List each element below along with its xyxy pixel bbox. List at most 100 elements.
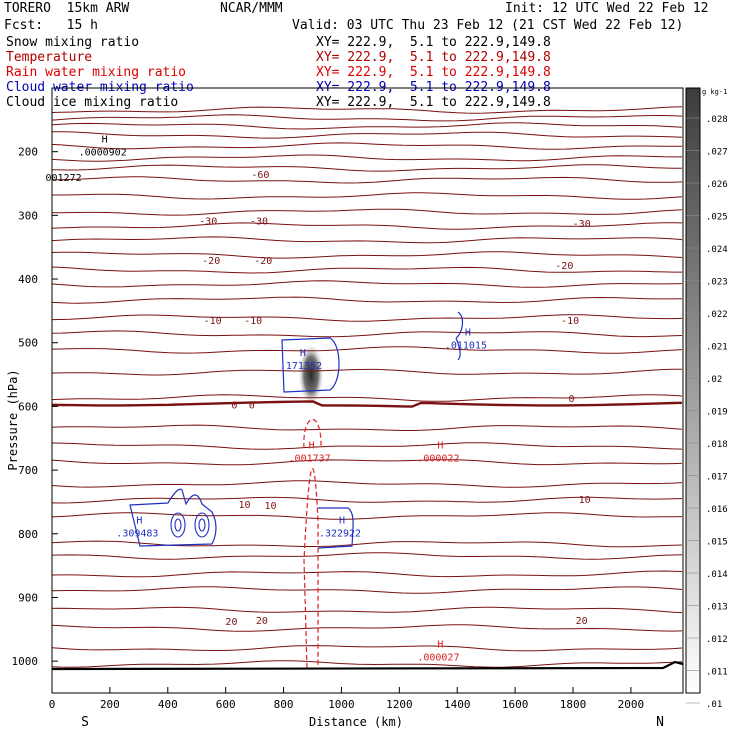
isotherm-value-label: -30 bbox=[199, 216, 217, 227]
x-tick-label: 0 bbox=[49, 698, 56, 711]
terrain-line bbox=[51, 660, 684, 671]
extremum-marker: H bbox=[102, 135, 108, 146]
valid-time: Valid: 03 UTC Thu 23 Feb 12 (21 CST Wed … bbox=[292, 18, 684, 33]
isotherm-line bbox=[51, 570, 683, 578]
cloud-water-contour bbox=[174, 518, 182, 532]
isotherm-line bbox=[51, 540, 683, 548]
x-tick-label: 1600 bbox=[502, 698, 529, 711]
colorbar: g kg-1 .028 .027 .026 .025 .024 .023 .022 .021 .0… bbox=[685, 87, 728, 710]
y-tick-label: 400 bbox=[18, 273, 38, 286]
extremum-marker: H bbox=[300, 348, 306, 359]
isotherm-layer bbox=[51, 106, 683, 668]
y-tick-label: 300 bbox=[18, 209, 38, 222]
isotherm-line bbox=[51, 222, 683, 230]
colorbar-tick-label: .018 bbox=[706, 440, 728, 450]
isotherm-value-label: 10 bbox=[238, 500, 250, 511]
isotherm-line bbox=[51, 394, 683, 402]
y-tick-label: 200 bbox=[18, 146, 38, 159]
isotherm-value-label: -20 bbox=[555, 261, 573, 272]
isotherm-line bbox=[51, 552, 683, 560]
extremum-value: .322922 bbox=[319, 528, 361, 539]
isotherm-line bbox=[51, 154, 682, 162]
isotherm-line bbox=[51, 296, 683, 304]
field-xy-rain: XY= 222.9, 5.1 to 222.9,149.8 bbox=[316, 65, 551, 80]
y-tick-label: 600 bbox=[18, 400, 38, 413]
isotherm-value-label: 20 bbox=[256, 616, 268, 627]
colorbar-tick-label: .015 bbox=[706, 538, 728, 548]
isotherm-line bbox=[51, 645, 683, 652]
colorbar-tick-label: .022 bbox=[706, 310, 728, 320]
rain-contour bbox=[303, 418, 322, 449]
colorbar-tick-label: .028 bbox=[706, 115, 728, 125]
isotherm-value-label: -10 bbox=[204, 316, 222, 327]
isotherm-value-label: -60 bbox=[251, 170, 269, 181]
x-tick-label: 1400 bbox=[444, 698, 471, 711]
center-label: NCAR/MMM bbox=[220, 1, 283, 16]
isotherm-line bbox=[51, 114, 683, 122]
y-tick-label: 500 bbox=[18, 337, 38, 350]
isotherm-line bbox=[51, 624, 683, 632]
colorbar-tick-label: .02 bbox=[706, 375, 722, 385]
colorbar-tick-label: .013 bbox=[706, 603, 728, 613]
y-tick-label: 800 bbox=[18, 528, 38, 541]
extremum-marker: H bbox=[136, 515, 142, 526]
isotherm-value-label: -30 bbox=[250, 216, 268, 227]
extrema-labels: H .0000902 001272 H .011015 H .171352 H .001737 H… bbox=[46, 135, 487, 664]
y-tick-label: 900 bbox=[18, 591, 38, 604]
extremum-value: 001272 bbox=[46, 173, 82, 184]
isotherm-value-label: -30 bbox=[573, 219, 591, 230]
isotherm-value-label: -20 bbox=[202, 256, 220, 267]
x-axis-title: Distance (km) bbox=[309, 715, 403, 729]
x-tick-label: 1000 bbox=[328, 698, 355, 711]
cloud-water-contour bbox=[198, 518, 206, 532]
extremum-value: .011015 bbox=[445, 341, 487, 352]
cloud-water-contour bbox=[317, 507, 354, 549]
cloud-water-contour bbox=[170, 512, 186, 538]
isotherm-line bbox=[51, 131, 683, 139]
isotherm-line bbox=[51, 496, 683, 504]
colorbar-tick-label: .017 bbox=[706, 473, 728, 483]
extremum-value: .309483 bbox=[116, 528, 158, 539]
field-name-temperature: Temperature bbox=[6, 50, 93, 65]
x-tick-label: 1800 bbox=[560, 698, 587, 711]
extremum-marker: H bbox=[465, 328, 471, 339]
isotherm-line bbox=[51, 606, 683, 614]
isotherm-value-label: -10 bbox=[244, 316, 262, 327]
colorbar-tick-label: .024 bbox=[706, 245, 728, 255]
isotherm-line bbox=[51, 459, 683, 466]
extremum-marker: H bbox=[309, 440, 315, 451]
x-tick-label: 200 bbox=[100, 698, 120, 711]
colorbar-tick-label: .011 bbox=[706, 668, 728, 678]
south-endpoint-label: S bbox=[81, 715, 89, 730]
cloud-water-contour bbox=[455, 311, 464, 361]
plot-border bbox=[51, 87, 684, 694]
isotherm-line bbox=[51, 280, 683, 288]
rain-contour bbox=[303, 468, 319, 669]
isotherm-line bbox=[51, 251, 683, 259]
colorbar-tick-label: .01 bbox=[706, 700, 722, 710]
north-endpoint-label: N bbox=[656, 715, 664, 730]
colorbar-tick-label: .025 bbox=[706, 213, 728, 223]
extremum-marker: H bbox=[437, 440, 443, 451]
extremum-value: .000022 bbox=[417, 453, 459, 464]
plot-frame bbox=[51, 87, 684, 694]
isotherm-line bbox=[51, 586, 683, 594]
field-xy-snow: XY= 222.9, 5.1 to 222.9,149.8 bbox=[316, 35, 551, 50]
x-tick-label: 1200 bbox=[386, 698, 413, 711]
cloud-water-contour bbox=[129, 488, 217, 547]
isotherm-value-label: 0 bbox=[249, 401, 255, 412]
cloud-water-contour bbox=[281, 337, 340, 393]
isotherm-value-label: -20 bbox=[254, 256, 272, 267]
isotherm-line bbox=[51, 424, 683, 431]
isotherm-line bbox=[51, 164, 682, 172]
colorbar-tick-label: .026 bbox=[706, 180, 728, 190]
isotherm-value-label: 0 bbox=[231, 401, 237, 412]
isotherm-line bbox=[52, 208, 683, 216]
colorbar-tick-label: .012 bbox=[706, 635, 728, 645]
colorbar-ramp bbox=[685, 87, 701, 694]
isotherm-line bbox=[51, 512, 683, 520]
isotherm-line bbox=[51, 236, 683, 244]
isotherm-line bbox=[51, 314, 683, 322]
